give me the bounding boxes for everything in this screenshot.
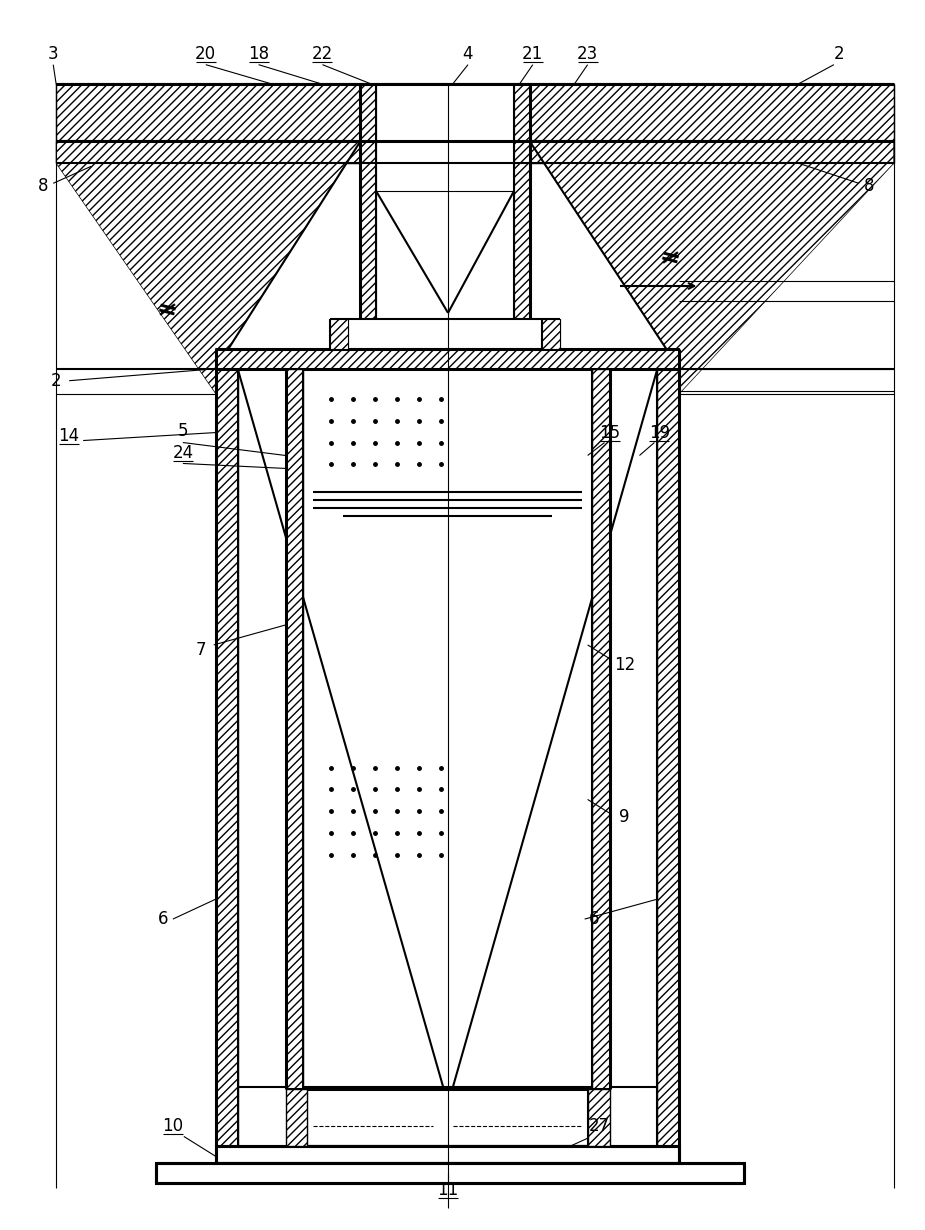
Text: 23: 23 [577,44,598,63]
Text: 14: 14 [58,427,80,444]
Text: 3: 3 [48,44,58,63]
Text: 20: 20 [195,44,216,63]
Text: 9: 9 [619,808,630,827]
Text: 21: 21 [523,44,543,63]
Bar [303,369,592,1089]
Text: 12: 12 [614,656,635,674]
Bar [216,349,679,369]
Bar [216,369,238,1146]
Bar [592,369,610,1089]
Text: 7: 7 [195,641,206,659]
Bar [156,1164,744,1183]
Text: ≠: ≠ [153,296,179,325]
Text: 27: 27 [589,1118,610,1135]
Text: 24: 24 [172,444,193,462]
Bar [587,1089,610,1146]
Bar [286,1089,307,1146]
Bar [286,369,303,1089]
Bar [216,1146,679,1164]
Text: 15: 15 [599,423,620,442]
Bar [330,319,349,349]
Text: 4: 4 [462,44,474,63]
Text: 8: 8 [864,177,874,196]
Bar [376,84,514,349]
Text: 6: 6 [589,910,599,929]
Text: 11: 11 [438,1181,459,1199]
Text: 18: 18 [248,44,269,63]
Text: 5: 5 [178,422,188,439]
Bar [349,319,542,349]
Text: 19: 19 [648,423,670,442]
Polygon shape [56,141,361,394]
Bar [56,84,894,164]
Text: 22: 22 [312,44,333,63]
Text: 6: 6 [157,910,168,929]
Bar [514,84,530,349]
Bar [658,369,679,1146]
Bar [361,84,376,349]
Text: 8: 8 [38,177,48,196]
Text: 2: 2 [833,44,845,63]
Text: 10: 10 [162,1118,183,1135]
Bar [542,319,560,349]
Bar [307,1089,587,1146]
Polygon shape [530,141,894,394]
Text: ≠: ≠ [656,245,683,273]
Text: 2: 2 [51,371,62,390]
